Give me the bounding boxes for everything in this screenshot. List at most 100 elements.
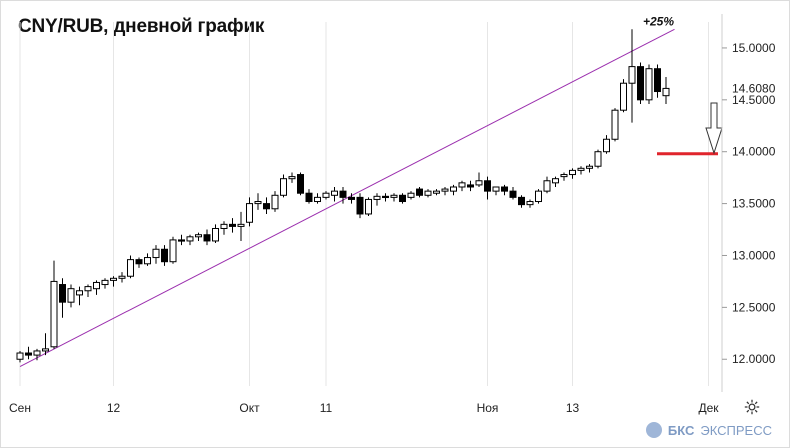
candle-body-up bbox=[331, 190, 338, 196]
candle bbox=[42, 333, 49, 356]
candle-body-up bbox=[450, 186, 457, 192]
candle bbox=[33, 348, 41, 361]
candle bbox=[416, 186, 423, 198]
y-tick-label: 14.5000 bbox=[732, 93, 776, 107]
candle bbox=[628, 29, 636, 123]
candle-body-up bbox=[441, 188, 449, 192]
candle bbox=[645, 64, 653, 104]
candle bbox=[373, 193, 381, 206]
candle-body-up bbox=[535, 190, 542, 203]
candle-body-up bbox=[645, 68, 653, 101]
x-tick-label: 11 bbox=[320, 401, 333, 415]
candle-body-up bbox=[586, 165, 593, 169]
candle-body-down bbox=[382, 195, 389, 199]
trendline bbox=[19, 28, 675, 367]
candle-body-up bbox=[560, 174, 568, 178]
candle-body-down bbox=[637, 66, 644, 101]
down-arrow-icon bbox=[705, 102, 723, 155]
candle bbox=[518, 195, 525, 208]
candle-body-up bbox=[144, 257, 151, 265]
candle bbox=[314, 193, 321, 204]
candle bbox=[441, 186, 449, 196]
candle-body-up bbox=[169, 239, 177, 263]
candle-body-up bbox=[118, 275, 126, 279]
candle bbox=[237, 211, 245, 241]
candle bbox=[433, 189, 440, 196]
candle bbox=[67, 284, 75, 308]
candle bbox=[450, 184, 457, 196]
last-price-label: 14.6080 bbox=[732, 82, 776, 96]
chart-title: CNY/RUB, дневной график bbox=[18, 16, 265, 37]
y-tick-label: 15.0000 bbox=[732, 41, 776, 55]
candle-body-down bbox=[59, 284, 66, 303]
candle bbox=[492, 186, 500, 196]
candle-body-up bbox=[280, 178, 287, 196]
candle bbox=[560, 172, 568, 181]
candle bbox=[76, 286, 83, 306]
y-axis: 12.0000 12.5000 13.0000 13.5000 14.0000 14.50… bbox=[721, 14, 776, 392]
candle bbox=[220, 221, 228, 235]
candle bbox=[577, 166, 585, 175]
gear-icon[interactable] bbox=[743, 398, 761, 416]
x-tick-label: 12 bbox=[107, 401, 121, 415]
candle bbox=[178, 234, 185, 246]
y-tick-label: 12.5000 bbox=[732, 300, 776, 314]
candle-body-up bbox=[101, 279, 109, 286]
candle bbox=[331, 186, 338, 202]
candle bbox=[586, 164, 593, 173]
brand-bold: БКС bbox=[667, 422, 695, 438]
candle bbox=[637, 62, 644, 104]
candle bbox=[543, 176, 551, 194]
x-tick-label: Сен bbox=[9, 401, 31, 415]
candle bbox=[135, 257, 143, 268]
candle bbox=[161, 245, 168, 266]
candle-body-up bbox=[271, 194, 279, 210]
percent-annotation: +25% bbox=[643, 14, 674, 28]
candle-body-up bbox=[50, 280, 58, 348]
candle-body-up bbox=[195, 234, 202, 238]
candle bbox=[569, 168, 576, 179]
candle bbox=[305, 189, 313, 204]
candle bbox=[25, 346, 32, 360]
candle bbox=[399, 193, 406, 204]
x-tick-label: Ноя bbox=[477, 401, 499, 415]
candle-body-up bbox=[186, 236, 194, 242]
candle bbox=[365, 197, 372, 217]
candle bbox=[16, 350, 24, 363]
candle-body-up bbox=[246, 203, 253, 223]
candle-body-up bbox=[390, 194, 398, 198]
candle bbox=[59, 278, 66, 318]
candle bbox=[271, 191, 279, 212]
candle-body-up bbox=[84, 286, 92, 292]
candle-body-up bbox=[543, 180, 551, 192]
candle-body-down bbox=[25, 352, 32, 356]
candle bbox=[101, 278, 109, 289]
candle bbox=[263, 197, 270, 214]
candle bbox=[467, 180, 474, 192]
candle bbox=[50, 260, 58, 349]
candle-body-up bbox=[67, 288, 75, 303]
candle-body-up bbox=[620, 82, 627, 111]
candle bbox=[501, 184, 508, 196]
candle-body-up bbox=[42, 348, 49, 352]
candle-body-down bbox=[484, 180, 491, 192]
candle bbox=[144, 253, 151, 266]
x-tick-label: Дек bbox=[698, 401, 719, 415]
candle-body-down bbox=[203, 234, 211, 242]
candle-body-up bbox=[628, 66, 636, 84]
x-tick-label: 13 bbox=[566, 401, 580, 415]
candle-body-up bbox=[458, 182, 466, 188]
candle bbox=[458, 180, 466, 192]
candle bbox=[526, 199, 534, 208]
candle-body-up bbox=[577, 167, 585, 171]
y-tick-label: 13.0000 bbox=[732, 248, 776, 262]
candle bbox=[407, 191, 415, 200]
candle-body-down bbox=[348, 196, 355, 200]
candle bbox=[339, 186, 347, 204]
candle bbox=[246, 197, 253, 227]
candle-body-up bbox=[594, 151, 602, 167]
brand-mark-icon bbox=[645, 422, 662, 438]
candle-body-down bbox=[339, 190, 347, 198]
brand-rest: ЭКСПРЕСС bbox=[700, 422, 772, 438]
